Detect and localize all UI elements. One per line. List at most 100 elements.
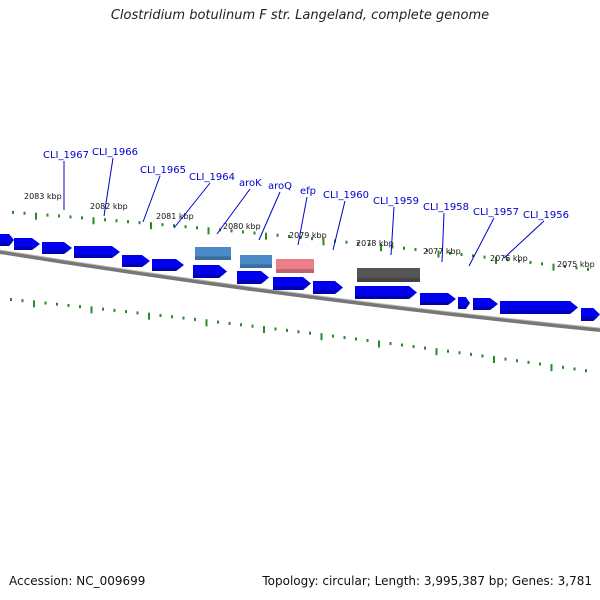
tick-mark xyxy=(378,340,380,348)
tick-mark xyxy=(539,362,541,366)
tick-mark xyxy=(472,254,474,258)
tick-mark xyxy=(173,224,175,228)
gene-label: aroK xyxy=(239,178,262,189)
ncrna-feature xyxy=(357,268,420,282)
tick-mark xyxy=(449,251,451,255)
cds-arrow xyxy=(42,242,72,254)
tick-mark xyxy=(115,219,118,223)
tick-mark xyxy=(113,308,116,312)
cds-arrow xyxy=(473,298,498,310)
tick-mark xyxy=(159,313,162,317)
kbp-label: 2079 kbp xyxy=(289,231,327,240)
tick-mark xyxy=(401,343,403,347)
cds-arrow xyxy=(500,301,578,314)
inner-tick-ring xyxy=(10,298,587,373)
tick-mark xyxy=(184,225,187,229)
trna-feature xyxy=(195,247,231,260)
gene-label: CLI_1965 xyxy=(140,165,186,176)
gene-label: CLI_1960 xyxy=(323,190,369,201)
tick-mark xyxy=(138,221,141,225)
tick-mark xyxy=(10,298,12,302)
gene-label: CLI_1956 xyxy=(523,210,569,221)
tick-mark xyxy=(240,323,242,327)
cds-arrow xyxy=(458,297,470,309)
tick-mark xyxy=(81,216,83,220)
label-connector xyxy=(503,220,545,259)
tick-mark xyxy=(357,241,359,245)
tick-mark xyxy=(435,348,438,356)
gene-label: CLI_1967 xyxy=(43,150,89,161)
tick-mark xyxy=(196,226,198,230)
tick-mark xyxy=(332,334,334,338)
tick-mark xyxy=(447,349,449,353)
tick-mark xyxy=(288,234,290,238)
tick-mark xyxy=(322,238,325,246)
kbp-label: 2082 kbp xyxy=(90,202,128,211)
tick-mark xyxy=(355,337,357,341)
label-connector xyxy=(441,212,445,263)
tick-mark xyxy=(460,253,463,257)
tick-mark xyxy=(527,360,530,364)
tick-mark xyxy=(458,351,461,355)
tick-mark xyxy=(92,217,95,225)
tick-mark xyxy=(69,215,72,219)
kbp-label: 2080 kbp xyxy=(223,222,261,231)
tick-mark xyxy=(150,222,152,230)
label-connector xyxy=(258,191,281,241)
label-connector xyxy=(468,217,495,267)
genome-summary-text: Topology: circular; Length: 3,995,387 bp… xyxy=(262,574,592,588)
kbp-label: 2076 kbp xyxy=(490,254,528,263)
kbp-label: 2075 kbp xyxy=(557,260,595,269)
tick-mark xyxy=(366,339,369,343)
tick-mark xyxy=(309,331,311,335)
label-connector xyxy=(390,206,395,256)
cds-arrow xyxy=(355,286,417,299)
accession-text: Accession: NC_009699 xyxy=(9,574,146,588)
tick-mark xyxy=(297,330,300,334)
gene-label: aroQ xyxy=(268,181,292,192)
cds-arrow xyxy=(237,271,269,284)
tick-mark xyxy=(274,327,277,331)
tick-mark xyxy=(251,324,254,328)
cds-arrow xyxy=(74,246,120,258)
tick-mark xyxy=(253,231,256,235)
tick-mark xyxy=(389,342,392,346)
tick-mark xyxy=(391,245,394,249)
label-connector xyxy=(142,175,161,223)
tick-mark xyxy=(320,333,323,341)
tick-mark xyxy=(564,265,566,269)
tick-mark xyxy=(368,243,371,247)
tick-mark xyxy=(228,321,231,325)
kbp-scale-labels: 2083 kbp 2082 kbp 2081 kbp 2080 kbp 2079 kbp… xyxy=(24,192,595,269)
tick-mark xyxy=(345,240,348,244)
tick-mark xyxy=(529,260,532,264)
gene-label: CLI_1959 xyxy=(373,196,419,207)
tick-mark xyxy=(412,345,415,349)
tick-mark xyxy=(56,302,58,306)
tick-mark xyxy=(182,316,185,320)
gene-label: CLI_1958 xyxy=(423,202,469,213)
tick-mark xyxy=(21,299,24,303)
kbp-label: 2083 kbp xyxy=(24,192,62,201)
tick-mark xyxy=(33,300,35,308)
tick-mark xyxy=(207,227,210,235)
tick-mark xyxy=(125,310,127,314)
tick-mark xyxy=(426,249,428,253)
tick-mark xyxy=(516,359,518,363)
tick-mark xyxy=(58,214,60,218)
tick-mark xyxy=(343,336,346,340)
label-connector xyxy=(332,200,346,251)
tick-mark xyxy=(470,352,472,356)
tick-mark xyxy=(587,267,589,271)
tick-mark xyxy=(414,247,417,251)
cds-arrow xyxy=(420,293,456,305)
label-connector xyxy=(173,182,211,229)
tick-mark xyxy=(102,307,104,311)
tick-mark xyxy=(90,306,93,314)
tick-mark xyxy=(161,223,164,227)
cds-arrow xyxy=(122,255,150,267)
gene-label: efp xyxy=(300,186,316,197)
tick-mark xyxy=(552,263,555,271)
tick-mark xyxy=(12,210,14,214)
